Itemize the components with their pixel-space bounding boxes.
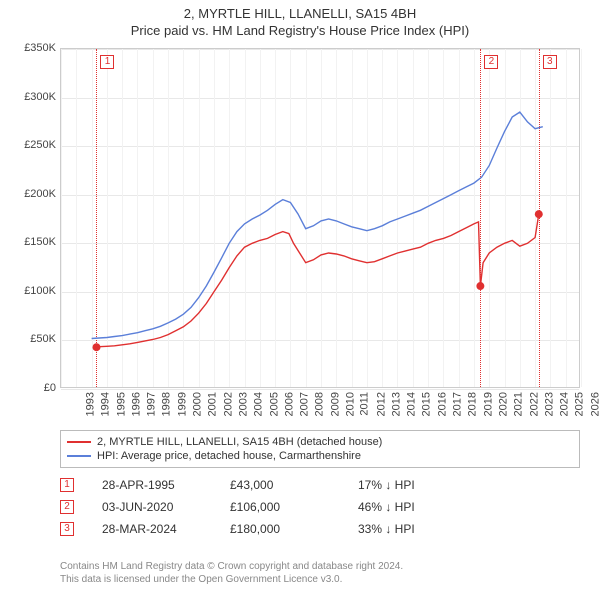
x-axis-tick: 2013 (390, 392, 402, 416)
x-axis-tick: 2024 (559, 392, 571, 416)
footer-line-2: This data is licensed under the Open Gov… (60, 573, 580, 586)
legend-label: 2, MYRTLE HILL, LLANELLI, SA15 4BH (deta… (97, 436, 382, 448)
footer-line-1: Contains HM Land Registry data © Crown c… (60, 560, 580, 573)
x-axis-tick: 2025 (574, 392, 586, 416)
title-address: 2, MYRTLE HILL, LLANELLI, SA15 4BH (0, 6, 600, 21)
x-axis-tick: 2009 (329, 392, 341, 416)
legend-swatch (67, 441, 91, 443)
y-axis-tick: £350K (6, 42, 56, 54)
event-price: £43,000 (230, 478, 350, 492)
x-axis-tick: 2007 (299, 392, 311, 416)
x-axis-tick: 2017 (452, 392, 464, 416)
x-axis-tick: 2020 (497, 392, 509, 416)
x-axis-tick: 2006 (283, 392, 295, 416)
event-date: 28-MAR-2024 (82, 522, 222, 536)
x-axis-tick: 2023 (543, 392, 555, 416)
title-subtitle: Price paid vs. HM Land Registry's House … (0, 23, 600, 38)
event-date: 28-APR-1995 (82, 478, 222, 492)
x-axis-tick: 2015 (421, 392, 433, 416)
event-num-box: 1 (60, 478, 74, 492)
x-axis-tick: 1993 (84, 392, 96, 416)
x-axis-tick: 1997 (146, 392, 158, 416)
event-row: 1 28-APR-1995 £43,000 17% ↓ HPI (60, 474, 580, 496)
x-axis-tick: 2001 (207, 392, 219, 416)
event-delta: 33% ↓ HPI (358, 522, 478, 536)
x-axis-tick: 2018 (467, 392, 479, 416)
event-num-box: 2 (60, 500, 74, 514)
x-axis-tick: 2002 (222, 392, 234, 416)
x-axis-tick: 2004 (253, 392, 265, 416)
x-axis-tick: 1995 (115, 392, 127, 416)
legend-label: HPI: Average price, detached house, Carm… (97, 450, 361, 462)
chart-plot-area: 123 (60, 48, 580, 388)
series-hpi (92, 112, 543, 338)
event-num-box: 3 (60, 522, 74, 536)
x-axis-tick: 2003 (237, 392, 249, 416)
gridline-v (581, 49, 582, 387)
chart-legend: 2, MYRTLE HILL, LLANELLI, SA15 4BH (deta… (60, 430, 580, 468)
series-marker (476, 282, 484, 290)
event-delta: 17% ↓ HPI (358, 478, 478, 492)
event-price: £106,000 (230, 500, 350, 514)
series-price_paid (97, 214, 539, 347)
x-axis-tick: 2022 (528, 392, 540, 416)
event-row: 3 28-MAR-2024 £180,000 33% ↓ HPI (60, 518, 580, 540)
y-axis-tick: £0 (6, 382, 56, 394)
x-axis-tick: 2008 (314, 392, 326, 416)
chart-svg (61, 49, 581, 389)
legend-row: 2, MYRTLE HILL, LLANELLI, SA15 4BH (deta… (67, 435, 573, 449)
series-marker (92, 343, 100, 351)
event-price: £180,000 (230, 522, 350, 536)
gridline-h (61, 389, 579, 390)
x-axis-tick: 1994 (100, 392, 112, 416)
y-axis-tick: £100K (6, 285, 56, 297)
x-axis-tick: 2019 (482, 392, 494, 416)
event-row: 2 03-JUN-2020 £106,000 46% ↓ HPI (60, 496, 580, 518)
y-axis-tick: £300K (6, 91, 56, 103)
x-axis-tick: 2021 (513, 392, 525, 416)
x-axis-tick: 2016 (436, 392, 448, 416)
event-delta: 46% ↓ HPI (358, 500, 478, 514)
x-axis-tick: 2026 (589, 392, 600, 416)
chart-footer: Contains HM Land Registry data © Crown c… (60, 560, 580, 586)
chart-title-block: 2, MYRTLE HILL, LLANELLI, SA15 4BH Price… (0, 0, 600, 40)
series-marker (535, 210, 543, 218)
y-axis-tick: £200K (6, 188, 56, 200)
legend-row: HPI: Average price, detached house, Carm… (67, 449, 573, 463)
x-axis-tick: 1998 (161, 392, 173, 416)
x-axis-tick: 1996 (130, 392, 142, 416)
legend-swatch (67, 455, 91, 457)
x-axis-tick: 2012 (375, 392, 387, 416)
x-axis-tick: 1999 (176, 392, 188, 416)
event-table: 1 28-APR-1995 £43,000 17% ↓ HPI 2 03-JUN-2020… (60, 474, 580, 540)
x-axis-tick: 2000 (192, 392, 204, 416)
event-date: 03-JUN-2020 (82, 500, 222, 514)
x-axis-tick: 2005 (268, 392, 280, 416)
x-axis-tick: 2010 (344, 392, 356, 416)
y-axis-tick: £150K (6, 236, 56, 248)
x-axis-tick: 2014 (406, 392, 418, 416)
y-axis-tick: £50K (6, 333, 56, 345)
y-axis-tick: £250K (6, 139, 56, 151)
x-axis-tick: 2011 (359, 392, 371, 416)
